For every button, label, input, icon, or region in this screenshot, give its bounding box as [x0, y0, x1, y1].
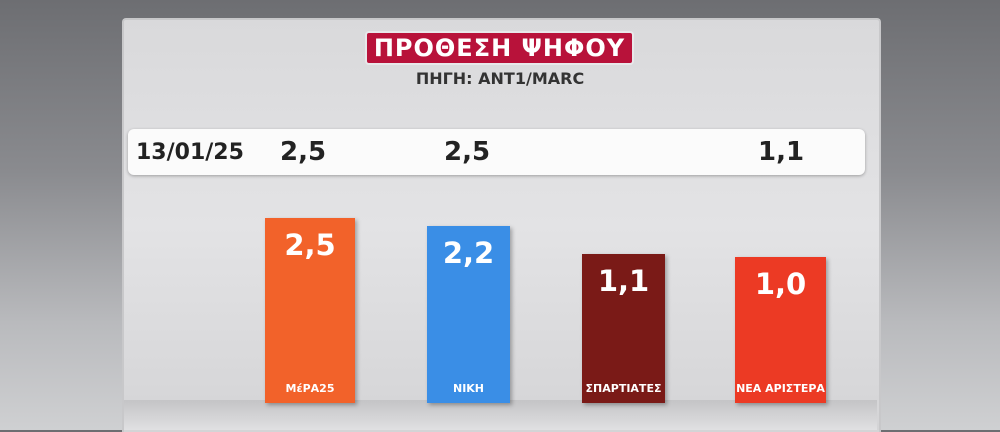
bar-value-label: 1,0 [754, 267, 807, 301]
bar: 1,1 ΣΠΑΡΤΙΑΤΕΣ [582, 254, 665, 403]
previous-value: 2,5 [280, 137, 327, 167]
bar-value-label: 2,2 [442, 235, 495, 270]
previous-date: 13/01/25 [136, 140, 244, 165]
chart-source: ΠΗΓΗ: ANT1/MARC [415, 69, 585, 88]
bar: 2,2 ΝΙΚΗ [427, 225, 510, 403]
party-logo: ΝΕΑ ΑΡΙΣΤΕΡΑ [736, 382, 825, 395]
previous-poll-row: 13/01/25 2,5 2,5 1,1 [128, 129, 865, 175]
bar: 2,5 ΜέΡΑ25 [265, 218, 355, 403]
party-logo: ΝΙΚΗ [452, 382, 485, 395]
bar: 1,0 ΝΕΑ ΑΡΙΣΤΕΡΑ [735, 257, 826, 403]
bar-value-label: 2,5 [284, 228, 336, 262]
previous-value: 1,1 [758, 137, 805, 167]
floor [124, 400, 877, 430]
bar-value-label: 1,1 [597, 264, 650, 299]
chart-title: ΠΡΟΘΕΣΗ ΨΗΦΟΥ [367, 33, 632, 63]
party-logo: ΜέΡΑ25 [285, 382, 335, 395]
previous-value: 2,5 [444, 137, 491, 167]
party-logo: ΣΠΑΡΤΙΑΤΕΣ [585, 382, 662, 395]
